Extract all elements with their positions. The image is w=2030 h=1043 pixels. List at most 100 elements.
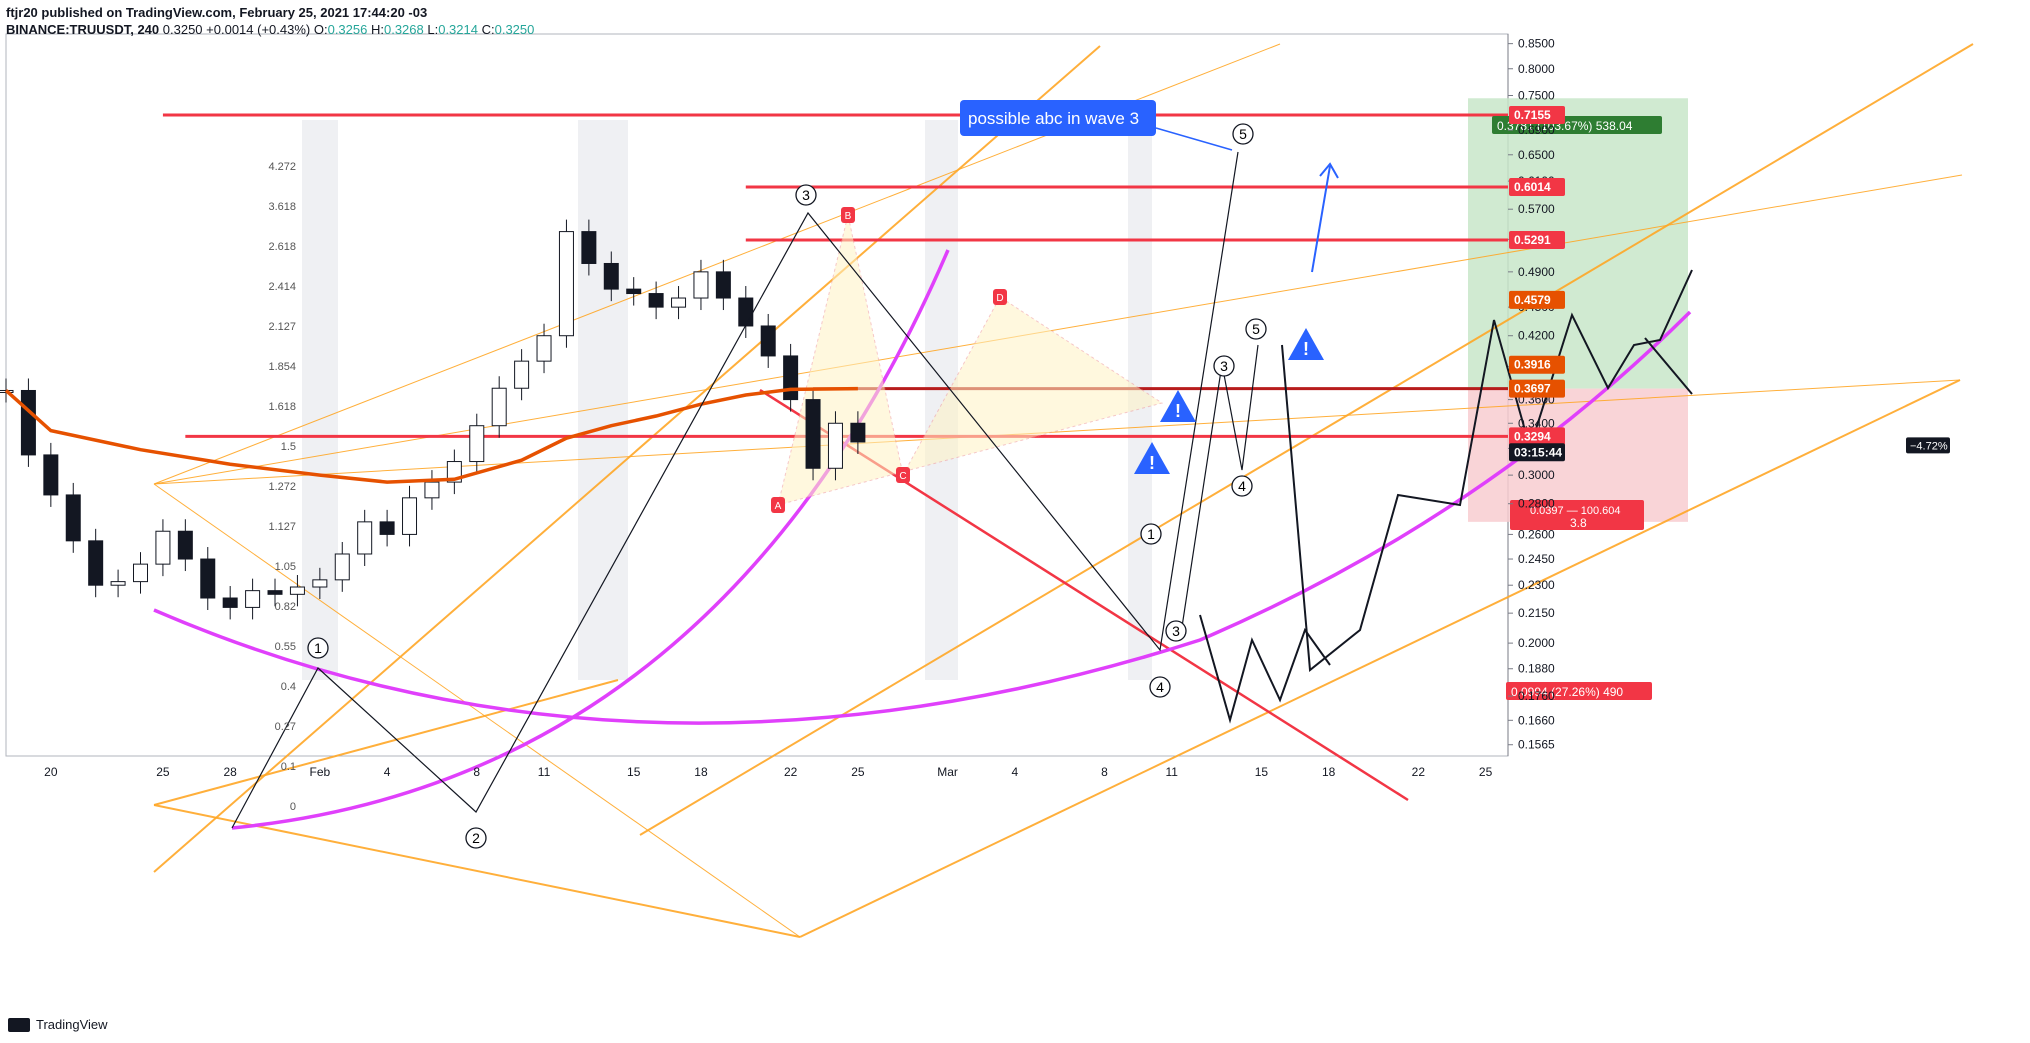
x-tick-label: 8 <box>1101 765 1108 779</box>
wave-circle-8 <box>1213 355 1235 377</box>
open-value: 0.3256 <box>327 22 368 37</box>
price-tag-box <box>1509 177 1565 196</box>
wave-circle-5 <box>1140 523 1162 545</box>
harmonic-point-b <box>841 207 855 223</box>
wave-circle-1 <box>465 827 487 849</box>
wave-number-1: 2 <box>472 830 480 846</box>
channel-line-6 <box>799 379 1961 938</box>
harmonic-label-b: B <box>845 211 852 222</box>
x-tick-label: 15 <box>627 765 641 779</box>
harmonic-label-d: D <box>996 293 1003 304</box>
price-tag-label: 0.7155 <box>1514 108 1551 122</box>
price-tag-box <box>1509 443 1565 462</box>
rr-ratio-label: 3.8 <box>1570 516 1587 530</box>
footer: TradingView <box>8 1017 108 1032</box>
candle-body <box>110 581 126 586</box>
wave-number-8: 3 <box>1220 358 1228 374</box>
fib-level-label: 1.854 <box>268 361 296 373</box>
tradingview-logo-icon[interactable] <box>8 1017 30 1032</box>
candle-body <box>514 360 530 389</box>
position-center-label: 0.0397 — 100.604 <box>1530 505 1621 517</box>
price-tag-box <box>1509 355 1565 374</box>
price-tag-box <box>1509 106 1565 125</box>
elliott-wave-primary <box>231 151 1239 829</box>
x-tick-label: 4 <box>1011 765 1018 779</box>
y-tick-label: 0.2300 <box>1518 578 1555 592</box>
fib-level-label: 0 <box>290 801 296 813</box>
candle-body <box>357 521 373 555</box>
channel-line-0 <box>153 45 1101 873</box>
wave-number-4: 4 <box>1156 679 1164 695</box>
candle-body <box>334 553 350 581</box>
fib-level-label: 3.618 <box>268 201 296 213</box>
fib-column-1 <box>578 120 628 680</box>
harmonic-label-c: C <box>899 471 906 482</box>
wave-circle-0 <box>307 637 329 659</box>
callout-pointer <box>1155 127 1233 151</box>
candle-body <box>469 425 485 463</box>
x-tick-label: 25 <box>851 765 865 779</box>
x-tick-label: 11 <box>1165 765 1178 779</box>
candle-body <box>133 563 149 583</box>
candle-body <box>648 293 664 308</box>
channel-line-7 <box>153 804 801 938</box>
warning-mark: ! <box>1303 339 1309 359</box>
wave-circle-3 <box>1232 123 1254 145</box>
candle-body <box>289 586 305 595</box>
y-tick-label: 0.2450 <box>1518 552 1555 566</box>
y-tick-label: 0.3000 <box>1518 468 1555 482</box>
x-tick-label: Feb <box>310 765 331 779</box>
channel-line-1 <box>639 43 1974 836</box>
y-tick-label: 0.1660 <box>1518 713 1555 727</box>
magenta-arc-support <box>153 310 1692 725</box>
brand-label[interactable]: TradingView <box>36 1017 108 1032</box>
x-tick-label: 20 <box>44 765 58 779</box>
candle-body <box>783 355 799 401</box>
y-tick-label: 0.3400 <box>1518 416 1555 430</box>
y-tick-label: 0.1565 <box>1518 738 1555 752</box>
fib-level-label: 0.27 <box>275 721 296 733</box>
x-tick-label: 22 <box>784 765 798 779</box>
x-tick-label: Mar <box>937 765 958 779</box>
candle-body <box>424 481 440 499</box>
price-change: +0.0014 (+0.43%) <box>206 22 311 37</box>
y-tick-label: 0.8000 <box>1518 62 1555 76</box>
price-tag-box <box>1509 379 1565 398</box>
x-tick-label: 25 <box>1479 765 1493 779</box>
candle-body <box>738 297 754 327</box>
candle-body <box>805 399 821 469</box>
warning-icon <box>1288 328 1324 360</box>
candle-body <box>155 530 171 565</box>
wave-circle-9 <box>1231 475 1253 497</box>
fib-level-label: 0.82 <box>275 601 296 613</box>
ohlc-line: BINANCE:TRUUSDT, 240 0.3250 +0.0014 (+0.… <box>6 22 535 37</box>
y-tick-label: 0.1880 <box>1518 662 1555 676</box>
candle-body <box>626 288 642 295</box>
candle-body <box>379 521 395 535</box>
wave-circle-2 <box>795 184 817 206</box>
x-tick-label: 25 <box>156 765 170 779</box>
wave-number-7: 5 <box>1252 321 1260 337</box>
x-tick-label: 15 <box>1255 765 1269 779</box>
low-value: 0.3214 <box>438 22 478 37</box>
high-value: 0.3268 <box>383 22 424 37</box>
warning-icon <box>1134 442 1170 474</box>
fib-level-label: 2.618 <box>268 241 296 253</box>
symbol-label[interactable]: BINANCE:TRUUSDT, 240 <box>6 22 160 37</box>
profit-zone <box>1468 98 1688 389</box>
price-tag-label: 0.3697 <box>1514 382 1551 396</box>
candle-body <box>20 389 36 456</box>
candle-body <box>200 558 216 599</box>
candle-body <box>177 530 193 560</box>
price-tag-label: 0.6014 <box>1514 180 1551 194</box>
channel-line-3 <box>153 483 801 938</box>
loss-label: 0.0994 (27.26%) 490 <box>1511 685 1623 699</box>
price-tag-box <box>1509 231 1565 250</box>
price-tag-box <box>1509 427 1565 446</box>
y-tick-label: 0.2000 <box>1518 636 1555 650</box>
fib-level-label: 1.5 <box>281 441 296 453</box>
candle-body <box>43 454 59 496</box>
channel-line-4 <box>153 174 1963 485</box>
candle-body <box>760 325 776 357</box>
